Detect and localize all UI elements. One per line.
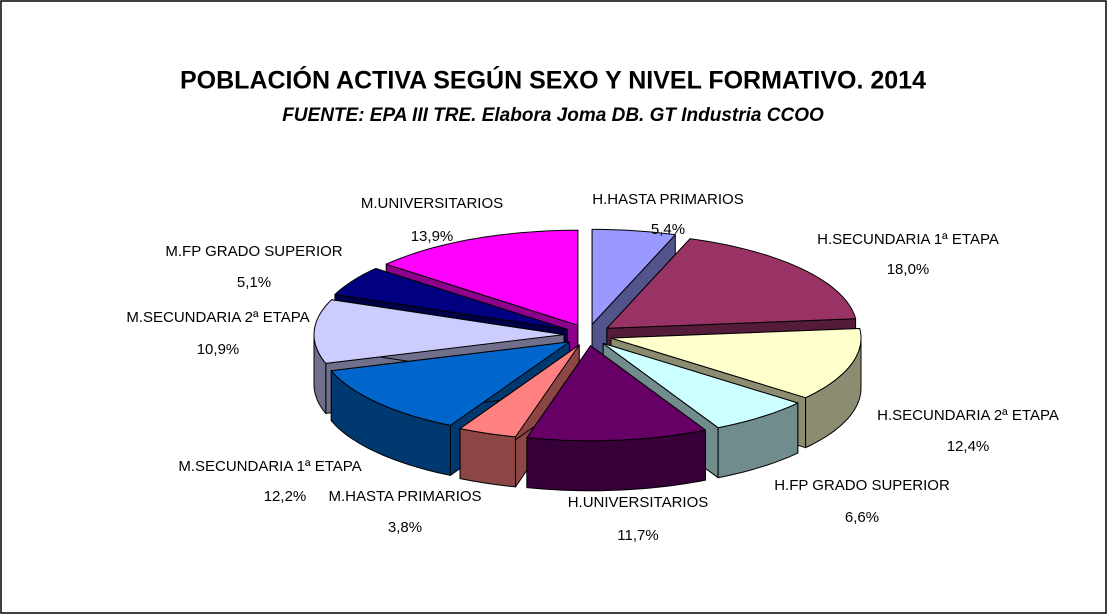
- pie: [313, 228, 862, 492]
- category-label: M.SECUNDARIA 2ª ETAPA: [126, 309, 309, 326]
- value-label: 18,0%: [887, 261, 930, 278]
- value-label: 3,8%: [388, 519, 422, 536]
- value-label: 5,1%: [237, 274, 271, 291]
- labels: H.HASTA PRIMARIOS 5,4% H.SECUNDARIA 1ª ETA…: [126, 191, 1059, 544]
- category-label: M.FP GRADO SUPERIOR: [165, 243, 342, 260]
- slice: [385, 229, 579, 326]
- category-label: M.UNIVERSITARIOS: [361, 195, 503, 212]
- category-label: H.SECUNDARIA 1ª ETAPA: [817, 231, 999, 248]
- category-label: H.UNIVERSITARIOS: [568, 494, 709, 511]
- category-label: H.FP GRADO SUPERIOR: [774, 477, 950, 494]
- slice: [334, 268, 568, 330]
- value-label: 10,9%: [197, 341, 240, 358]
- slice: [526, 345, 706, 442]
- category-label: H.SECUNDARIA 2ª ETAPA: [877, 407, 1059, 424]
- slice-side: [459, 428, 516, 488]
- slice: [459, 344, 580, 438]
- category-label: H.HASTA PRIMARIOS: [592, 191, 743, 208]
- category-label: M.SECUNDARIA 1ª ETAPA: [178, 458, 361, 475]
- value-label: 6,6%: [845, 509, 879, 526]
- chart-subtitle: FUENTE: EPA III TRE. Elabora Joma DB. GT…: [282, 105, 824, 126]
- value-label: 12,2%: [264, 488, 307, 505]
- value-label: 13,9%: [411, 228, 454, 245]
- slice: [591, 228, 676, 325]
- slice: [330, 341, 570, 426]
- value-label: 12,4%: [947, 438, 990, 455]
- slice: [610, 328, 862, 399]
- slice: [602, 342, 799, 429]
- value-label: 11,7%: [617, 527, 658, 544]
- slice: [313, 299, 565, 364]
- category-label: M.HASTA PRIMARIOS: [328, 488, 481, 505]
- slice: [606, 238, 857, 329]
- chart-title: POBLACIÓN ACTIVA SEGÚN SEXO Y NIVEL FORM…: [180, 65, 926, 95]
- value-label: 5,4%: [651, 221, 685, 238]
